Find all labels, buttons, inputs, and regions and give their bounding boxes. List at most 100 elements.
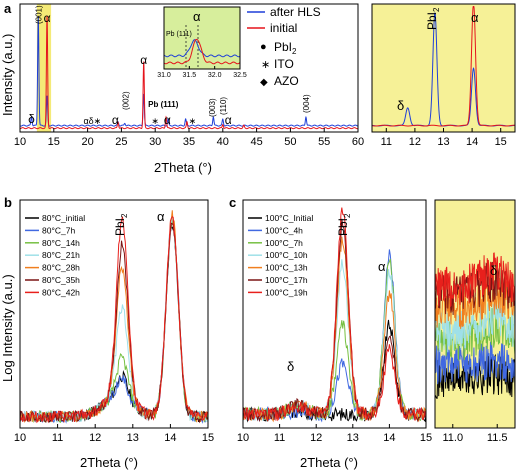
panel-a-inset: α Pb (111) 31.0 31.5 32.0 32.5 (157, 6, 247, 79)
panel-c-legend: 100°C_Initial 100°C_4h 100°C_7h 100°C_10h 10… (248, 213, 313, 297)
panel-a-ylabel: Intensity (a.u.) (0, 34, 15, 116)
panel-c: 10 11 12 13 14 15 100°C_Initial100°C_4h100°C_… (229, 195, 432, 470)
panel-a-series-0 (19, 16, 358, 127)
inset-tick-label-3: 32.5 (233, 72, 247, 79)
panel-c-ticks: 10 11 12 13 14 15 (237, 424, 432, 444)
zoom-background (372, 4, 515, 132)
panel-a-peak-label-9: Pb (111) (148, 100, 179, 109)
panel-b-tick-label-3: 13 (127, 432, 139, 444)
panel-b: 10 11 12 13 14 15 80°C_initial 80°C_7h 80°C_14h… (0, 195, 214, 470)
panel-c-tick-label-2: 12 (310, 432, 322, 444)
inset-ticks: 31.0 31.5 32.0 32.5 (157, 66, 247, 79)
legend-label-after-hls: after HLS (270, 5, 321, 19)
panel-b-tick-label-5: 15 (202, 432, 214, 444)
inset-series-1 (163, 38, 241, 65)
panel-a-peak-label-10: ∗ (189, 116, 197, 126)
panel-a-peak-label-3: α (140, 53, 147, 67)
panel-c-label: c (229, 195, 236, 210)
panel-b-legend: 80°C_initial 80°C_7h 80°C_14h 80°C_21h 80°C_… (25, 213, 85, 297)
inset-background (164, 7, 240, 69)
zoom-tick-label-3: 14 (466, 136, 478, 148)
panel-c-tick-label-0: 10 (237, 432, 249, 444)
panel-a-tick-label-10: 60 (352, 136, 364, 148)
panel-c-legend-label-0: 100°C_Initial (265, 213, 313, 223)
panel-a-tick-label-4: 30 (149, 136, 161, 148)
legend-label-initial: initial (270, 21, 297, 35)
panel-c-alpha-label: α (378, 259, 386, 274)
marker-pbi2-label: PbI2 (274, 40, 297, 56)
panel-c-pbi2-label: PbI2 (336, 213, 352, 236)
panel-a-zoom: 11 12 13 14 15 δ PbI2 α (371, 3, 516, 148)
panel-c-legend-label-2: 100°C_7h (265, 238, 303, 248)
zoom-tick-label-2: 13 (437, 136, 449, 148)
panel-b-series-6 (19, 216, 209, 424)
inset-tick-label-2: 32.0 (208, 72, 222, 79)
panel-b-frame (19, 199, 209, 429)
marker-ito-label: ITO (274, 57, 294, 71)
zoom-tick-label-4: 15 (495, 136, 507, 148)
czoom-series-4 (434, 275, 516, 329)
marker-ito-icon: ∗ (261, 59, 270, 71)
panel-c-legend-label-4: 100°C_13h (265, 263, 308, 273)
panel-b-legend-label-5: 80°C_35h (42, 275, 80, 285)
inset-frame (163, 6, 241, 70)
panel-a-peak-label-2: δ (28, 112, 35, 126)
marker-azo-label: AZO (274, 74, 299, 88)
panel-b-tick-label-4: 14 (164, 432, 176, 444)
panel-c-series-6 (242, 207, 427, 422)
czoom-delta-label: δ (490, 263, 497, 278)
panel-a-tick-label-7: 45 (250, 136, 262, 148)
marker-azo-icon: ◆ (260, 77, 268, 88)
panel-a-tick-label-3: 25 (115, 136, 127, 148)
panel-b-tick-label-1: 11 (52, 432, 63, 444)
zoom-tick-label-0: 11 (381, 136, 392, 148)
panel-c-delta-label: δ (287, 359, 294, 374)
panel-c-series-5 (242, 218, 427, 423)
panel-a-label: a (4, 1, 12, 16)
zoom-series (371, 6, 516, 127)
panel-b-label: b (4, 195, 12, 210)
zoom-ticks: 11 12 13 14 15 (381, 128, 507, 148)
panel-c-series (242, 207, 427, 423)
marker-pbi2-icon: ● (260, 41, 267, 53)
zoom-delta-label: δ (397, 98, 404, 113)
czoom-ticks: 11.0 11.5 (442, 424, 508, 444)
czoom-tick-label-1: 11.5 (487, 432, 508, 444)
panel-b-legend-label-3: 80°C_21h (42, 250, 80, 260)
panel-a-peak-label-12: (110) (219, 97, 228, 115)
panel-a-tick-label-5: 35 (183, 136, 195, 148)
panel-c-frame (242, 199, 427, 429)
panel-b-ticks: 10 11 12 13 14 15 (14, 424, 214, 444)
zoom-pbi2-label: PbI2 (425, 7, 441, 30)
panel-a-tick-label-0: 10 (14, 136, 26, 148)
panel-a-ticks: 10 15 20 25 30 35 40 45 50 55 60 (14, 128, 364, 148)
panel-a-peak-label-0: (001) (34, 5, 43, 24)
czoom-series-6 (434, 252, 516, 307)
panel-a-legend: after HLS initial ● PbI2 ∗ ITO ◆ AZO (247, 5, 321, 88)
panel-a-xlabel: 2Theta (°) (154, 160, 212, 175)
panel-c-legend-label-6: 100°C_19h (265, 287, 308, 297)
panel-a-peak-label-1: α (44, 11, 51, 25)
panel-c-tick-label-1: 11 (274, 432, 285, 444)
panel-b-tick-label-0: 10 (14, 432, 26, 444)
panel-a-tick-label-2: 20 (81, 136, 93, 148)
panel-b-legend-label-6: 80°C_42h (42, 287, 80, 297)
panel-c-tick-label-4: 14 (383, 432, 395, 444)
inset-tick-label-0: 31.0 (157, 72, 171, 79)
panel-b-legend-label-4: 80°C_28h (42, 263, 80, 273)
panel-a-tick-label-1: 15 (48, 136, 60, 148)
panel-a-peak-label-5: α (112, 113, 119, 127)
panel-a-peak-label-11: (003) (208, 98, 217, 117)
panel-a-tick-label-9: 55 (318, 136, 330, 148)
panel-c-legend-label-3: 100°C_10h (265, 250, 308, 260)
panel-a-peak-label-4: αδ∗ (83, 116, 101, 126)
panel-a-tick-label-6: 40 (217, 136, 229, 148)
panel-c-xlabel: 2Theta (°) (300, 455, 358, 470)
panel-c-zoom: 11.0 11.5 δ (434, 199, 516, 444)
panel-b-tick-label-2: 12 (89, 432, 101, 444)
inset-tick-label-1: 31.5 (183, 72, 197, 79)
panel-c-tick-label-3: 13 (347, 432, 359, 444)
